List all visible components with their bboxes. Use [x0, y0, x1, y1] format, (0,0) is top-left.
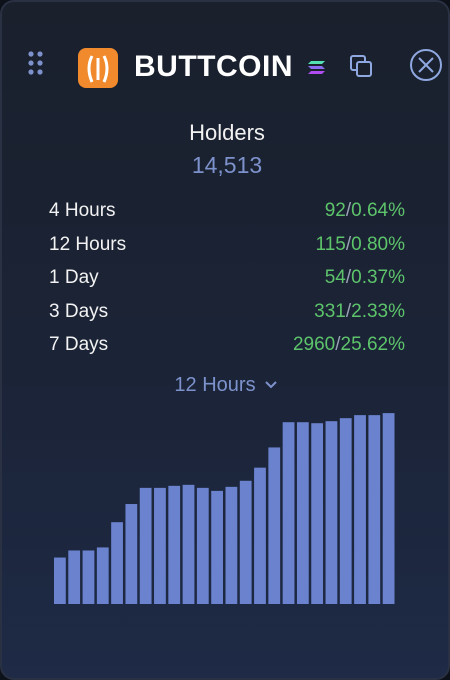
separator: /: [335, 334, 341, 355]
bar: [254, 467, 266, 604]
separator: /: [345, 200, 352, 221]
bar: [325, 421, 338, 604]
copy-button[interactable]: [349, 54, 377, 80]
count: 115: [315, 233, 346, 255]
change-row: 1 Day 54/0.37%: [49, 267, 405, 297]
change-row: 4 Hours 92/0.64%: [49, 200, 405, 230]
separator: /: [345, 233, 352, 255]
count: 54: [324, 267, 346, 288]
bar: [368, 415, 381, 604]
change-value: 115/0.80%: [316, 234, 405, 256]
chevron: [264, 381, 277, 389]
drag-handle[interactable]: [26, 50, 46, 78]
holders-value: 14,513: [191, 152, 263, 178]
bar: [296, 422, 309, 604]
holders-label: Holders: [189, 120, 265, 145]
count: 2960: [292, 334, 336, 355]
bar: [382, 413, 395, 604]
period-label: 12 Hours: [174, 374, 256, 396]
bar: [68, 550, 81, 604]
bar: [311, 423, 324, 604]
token-name: BUTTCOIN: [134, 50, 293, 83]
change-value: 54/0.37%: [325, 267, 405, 289]
bar: [211, 490, 223, 604]
bar: [268, 447, 281, 604]
bar: [154, 487, 166, 604]
percent: 0.80%: [351, 233, 405, 255]
count: 92: [324, 200, 346, 221]
bar: [54, 557, 66, 604]
separator: /: [345, 300, 352, 322]
percent: 2.33%: [351, 300, 405, 322]
percent: 0.37%: [351, 267, 405, 288]
period: 3 Days: [49, 300, 109, 322]
period: 1 Day: [49, 267, 99, 288]
bar: [339, 418, 352, 604]
change-value: 2960/25.62%: [293, 334, 405, 356]
holders-chart: [54, 413, 395, 604]
token-logo: [78, 48, 118, 88]
bar: [96, 547, 109, 604]
period: 7 Days: [49, 334, 109, 355]
period: 12 Hours: [49, 233, 127, 255]
bar: [196, 487, 209, 604]
percent: 25.62%: [340, 334, 405, 355]
bar: [282, 422, 295, 604]
change-row: 7 Days 2960/25.62%: [49, 334, 405, 364]
count: 331: [314, 300, 346, 322]
change-value: 92/0.64%: [325, 200, 405, 222]
bar: [139, 487, 152, 604]
period-selector[interactable]: 12 Hours: [2, 374, 448, 397]
bar: [182, 484, 195, 604]
close-button[interactable]: [408, 47, 444, 83]
period: 4 Hours: [49, 200, 116, 221]
percent: 0.64%: [351, 200, 405, 221]
bar: [225, 486, 238, 604]
bar: [239, 480, 252, 604]
change-row: 12 Hours 115/0.80%: [49, 234, 405, 264]
chain-icon: [308, 61, 325, 74]
bar: [354, 415, 366, 604]
bar: [168, 485, 181, 604]
change-row: 3 Days 331/2.33%: [49, 301, 405, 331]
change-value: 331/2.33%: [314, 301, 405, 323]
bar: [82, 550, 95, 604]
bar: [111, 522, 123, 604]
separator: /: [345, 267, 352, 288]
bar: [125, 504, 138, 604]
